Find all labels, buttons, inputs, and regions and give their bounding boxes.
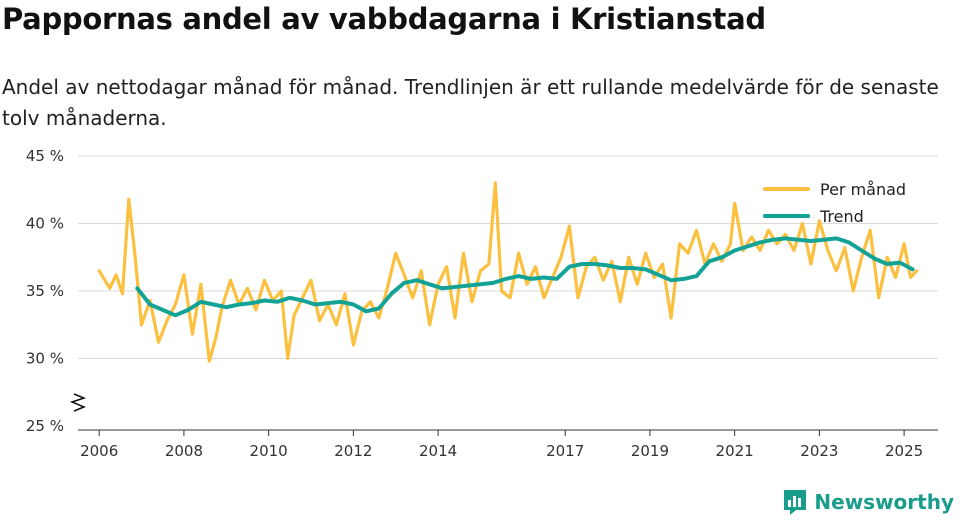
x-axis: 2006 2008 2010 2012 2014 2017 2019 2021 2023 2025 xyxy=(78,429,938,460)
y-tick-label: 25 % xyxy=(26,417,64,435)
x-tick-label: 2021 xyxy=(716,442,754,460)
y-tick-label: 30 % xyxy=(26,350,64,368)
y-axis-break xyxy=(69,393,87,412)
gridlines xyxy=(78,155,938,359)
chart-subtitle: Andel av nettodagar månad för månad. Tre… xyxy=(2,75,939,130)
x-tick-label: 2014 xyxy=(419,442,457,460)
legend: Per månad Trend xyxy=(763,180,906,226)
y-tick-label: 45 % xyxy=(26,147,64,165)
x-tick-label: 2006 xyxy=(80,442,118,460)
bar-chart-icon xyxy=(784,490,807,515)
x-tick-label: 2008 xyxy=(165,442,203,460)
x-tick-label: 2023 xyxy=(800,442,838,460)
x-tick-label: 2017 xyxy=(546,442,584,460)
x-tick-label: 2019 xyxy=(631,442,669,460)
y-tick-label: 35 % xyxy=(26,282,64,300)
brand-name: Newsworthy xyxy=(814,490,954,514)
series-line-trend xyxy=(135,236,915,318)
newsworthy-logo: Newsworthy xyxy=(782,488,954,516)
y-axis: 25 % 30 % 35 % 40 % 45 % xyxy=(26,147,64,435)
y-tick-label: 40 % xyxy=(26,215,64,233)
x-tick-label: 2010 xyxy=(250,442,288,460)
legend-label-trend: Trend xyxy=(819,207,864,226)
series-layer xyxy=(97,181,919,363)
series-line-monthly xyxy=(97,181,919,363)
x-tick-label: 2025 xyxy=(885,442,923,460)
chart-title: Pappornas andel av vabbdagarna i Kristia… xyxy=(2,2,766,36)
legend-label-monthly: Per månad xyxy=(820,180,906,199)
x-tick-label: 2012 xyxy=(334,442,372,460)
